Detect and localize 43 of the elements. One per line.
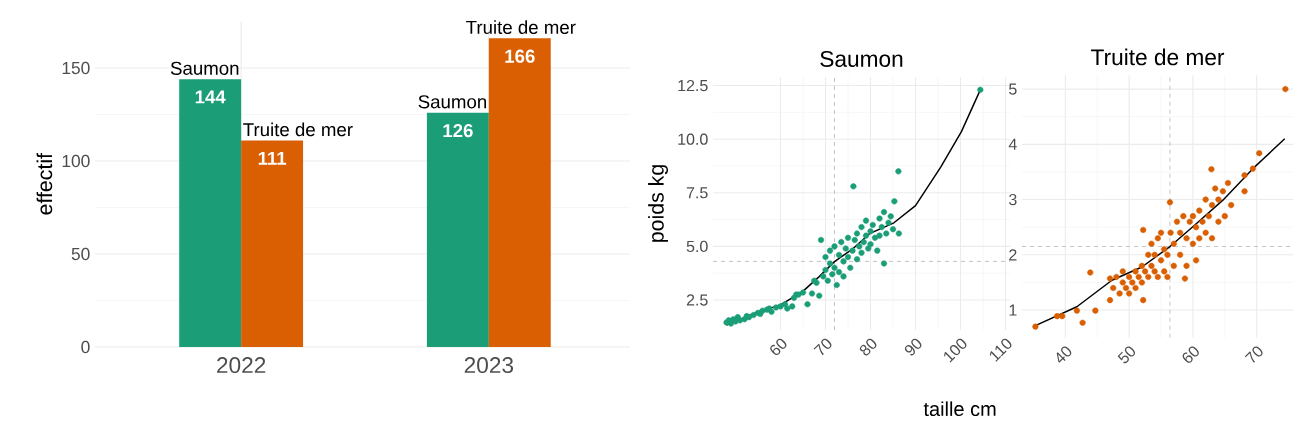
x-tick-label: 2023 — [464, 357, 514, 374]
y-tick-label: 2 — [1009, 249, 1017, 261]
x-tick-label: 90 — [904, 338, 922, 356]
y-tick-label: 2.5 — [686, 294, 708, 306]
y-tick-label: 12.5 — [678, 79, 708, 92]
y-tick-label: 7.5 — [686, 187, 708, 199]
y-tick-label: 10.0 — [678, 133, 708, 145]
y-tick-label: 100 — [62, 154, 90, 168]
data-label: 111 — [258, 151, 287, 165]
x-tick-label: 70 — [813, 338, 832, 356]
y-tick-label: 1 — [1009, 304, 1017, 316]
data-label: 126 — [443, 124, 473, 138]
y-axis-title: effectif — [36, 152, 53, 215]
bar — [426, 112, 489, 347]
data-label: 144 — [195, 90, 226, 104]
x-tick-label: 100 — [944, 338, 967, 363]
y-tick-label: 150 — [62, 61, 90, 75]
series-label: Saumon — [418, 95, 487, 109]
text: Truite de mer — [466, 20, 576, 34]
series-label: Truite de mer — [243, 122, 353, 137]
chart-title: Truite de mer — [1091, 48, 1225, 66]
y-tick-label: 4 — [1008, 138, 1017, 150]
x-tick-label: 60 — [1182, 346, 1199, 363]
chart-title: Saumon — [820, 50, 903, 67]
x-tick-label: 70 — [1244, 346, 1263, 363]
x-tick-label: 110 — [989, 338, 1012, 362]
bar — [241, 140, 304, 347]
y-tick-label: 0 — [81, 340, 90, 354]
y-axis-title: poids kg — [648, 165, 669, 242]
y-tick-label: 3 — [1009, 193, 1017, 206]
x-axis-title: taille cm — [923, 401, 996, 417]
x-tick-label: 2022 — [217, 357, 266, 374]
x-tick-label: 60 — [770, 338, 787, 356]
y-tick-label: 5.0 — [686, 240, 708, 253]
y-tick-label: 5 — [1009, 83, 1017, 95]
text: Saumon — [170, 61, 239, 75]
bar — [488, 38, 551, 347]
x-tick-label: 50 — [1117, 346, 1136, 364]
x-tick-label: 40 — [1056, 346, 1072, 363]
y-tick-label: 50 — [71, 247, 90, 261]
bar — [179, 79, 242, 347]
data-label: 166 — [505, 49, 535, 63]
x-tick-label: 80 — [859, 338, 877, 356]
